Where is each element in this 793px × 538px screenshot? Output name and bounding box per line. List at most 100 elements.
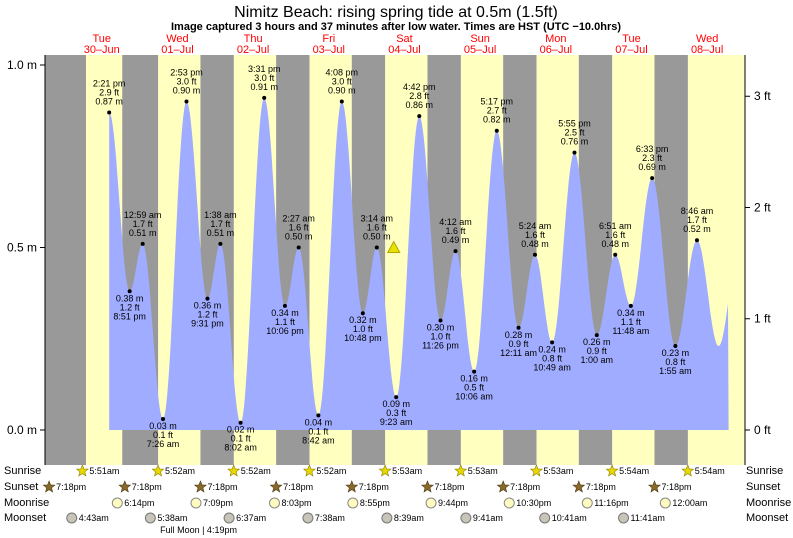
tide-label: 0.52 m — [683, 224, 711, 234]
day-name-label: Tue — [92, 33, 111, 45]
day-date-label: 08–Jul — [691, 44, 723, 56]
moonrise-icon — [347, 497, 359, 509]
tide-label: 0.49 m — [442, 235, 470, 245]
moonset-icon — [539, 512, 551, 524]
day-name-label: Wed — [696, 33, 718, 45]
moonset-time: 6:37am — [236, 513, 266, 523]
tide-label: 5:17 pm — [481, 97, 514, 107]
sunrise-icon — [681, 464, 695, 477]
astro-row-label-right: Moonset — [746, 512, 788, 524]
tide-label: 12:59 am — [124, 210, 162, 220]
tide-point — [296, 245, 301, 250]
day-date-label: 01–Jul — [161, 44, 193, 56]
tide-point — [127, 289, 132, 294]
sunset-icon — [496, 480, 510, 493]
moonset-icon — [66, 512, 78, 524]
tide-label: 0.34 m — [271, 308, 299, 318]
tide-label: 1.6 ft — [367, 223, 388, 233]
sunset-time: 7:18pm — [132, 482, 162, 492]
astro-table: Sunrise Sunrise Sunset Sunset Moonrise Moonri… — [4, 464, 791, 535]
tide-point — [394, 395, 399, 400]
astro-row-label-right: Sunrise — [746, 465, 783, 477]
astro-row-label-right: Moonrise — [746, 497, 791, 509]
tide-label: 0.82 m — [483, 115, 511, 125]
moonrise-icon — [581, 497, 593, 509]
tide-label: 1.6 ft — [446, 226, 467, 236]
tide-label: 9:23 am — [380, 417, 413, 427]
tide-label: 4:08 pm — [326, 68, 359, 78]
left-tick-label: 0.5 m — [7, 241, 37, 255]
tide-label: 8:02 am — [224, 443, 257, 453]
day-name-label: Thu — [244, 33, 263, 45]
tide-point — [594, 333, 599, 338]
astro-row-label-right: Sunset — [746, 481, 780, 493]
tide-label: 4:42 pm — [403, 82, 436, 92]
moonset-time: 8:39am — [394, 513, 424, 523]
tide-point — [316, 413, 321, 418]
sunset-time: 7:18pm — [56, 482, 86, 492]
day-name-label: Tue — [622, 33, 641, 45]
moonset-icon — [223, 512, 235, 524]
day-labels: Tue30–JunWed01–JulThu02–JulFri03–JulSat0… — [84, 33, 724, 56]
sunset-icon — [42, 480, 56, 493]
tide-point — [374, 245, 379, 250]
tide-label: 0.16 m — [460, 374, 488, 384]
tide-label: 0.76 m — [561, 137, 589, 147]
tide-labels: 2:21 pm2.9 ft0.87 m0.38 m1.2 ft8:51 pm12… — [93, 64, 713, 453]
day-date-label: 07–Jul — [615, 44, 647, 56]
sunrise-time: 5:52am — [241, 466, 271, 476]
sunset-time: 7:18pm — [510, 482, 540, 492]
moonrise-time: 6:14pm — [124, 498, 154, 508]
sunset-time: 7:18pm — [662, 482, 692, 492]
tide-point — [628, 303, 633, 308]
tide-point — [472, 369, 477, 374]
tide-label: 10:48 pm — [344, 333, 382, 343]
tide-label: 0.51 m — [129, 228, 157, 238]
tide-label: 0.8 ft — [542, 353, 563, 363]
tide-label: 3:31 pm — [248, 64, 281, 74]
sunrise-icon — [605, 464, 619, 477]
sunset-icon — [193, 480, 207, 493]
sunrise-time: 5:52am — [165, 466, 195, 476]
chart-subtitle: Image captured 3 hours and 37 minutes af… — [171, 21, 621, 33]
tide-label: 0.09 m — [382, 399, 410, 409]
tide-label: 2.9 ft — [99, 87, 120, 97]
sunset-time: 7:18pm — [207, 482, 237, 492]
tide-point — [572, 150, 577, 155]
tide-label: 4:12 am — [439, 217, 472, 227]
tide-label: 8:51 pm — [113, 311, 146, 321]
day-name-label: Sun — [470, 33, 490, 45]
tide-label: 6:51 am — [599, 221, 632, 231]
tide-label: 1.2 ft — [120, 302, 141, 312]
sunset-icon — [572, 480, 586, 493]
moonset-time: 9:41am — [473, 513, 503, 523]
sunset-time: 7:18pm — [434, 482, 464, 492]
tide-label: 5:24 am — [519, 221, 552, 231]
tide-label: 10:06 am — [455, 392, 493, 402]
tide-label: 0.02 m — [227, 425, 255, 435]
tide-label: 0.1 ft — [231, 434, 252, 444]
day-date-label: 05–Jul — [464, 44, 496, 56]
moonrise-time: 8:03pm — [281, 498, 311, 508]
moonset-time: 11:41am — [631, 513, 665, 523]
sunrise-time: 5:53am — [543, 466, 573, 476]
tide-label: 0.28 m — [505, 330, 533, 340]
moonset-icon — [618, 512, 630, 524]
moonset-icon — [302, 512, 314, 524]
tide-label: 1.1 ft — [621, 317, 642, 327]
sunrise-icon — [75, 464, 89, 477]
moonset-icon — [381, 512, 393, 524]
tide-label: 0.34 m — [617, 308, 645, 318]
tide-label: 9:31 pm — [191, 319, 224, 329]
tide-point — [694, 238, 699, 243]
left-tick-label: 0.0 m — [7, 423, 37, 437]
moonrise-icon — [659, 497, 671, 509]
tide-label: 3:14 am — [361, 214, 394, 224]
tide-label: 2:27 am — [282, 214, 315, 224]
tide-label: 0.1 ft — [153, 430, 174, 440]
sunset-icon — [421, 480, 434, 493]
sunrise-time: 5:52am — [316, 466, 346, 476]
tide-point — [282, 303, 287, 308]
day-date-label: 06–Jul — [540, 44, 572, 56]
